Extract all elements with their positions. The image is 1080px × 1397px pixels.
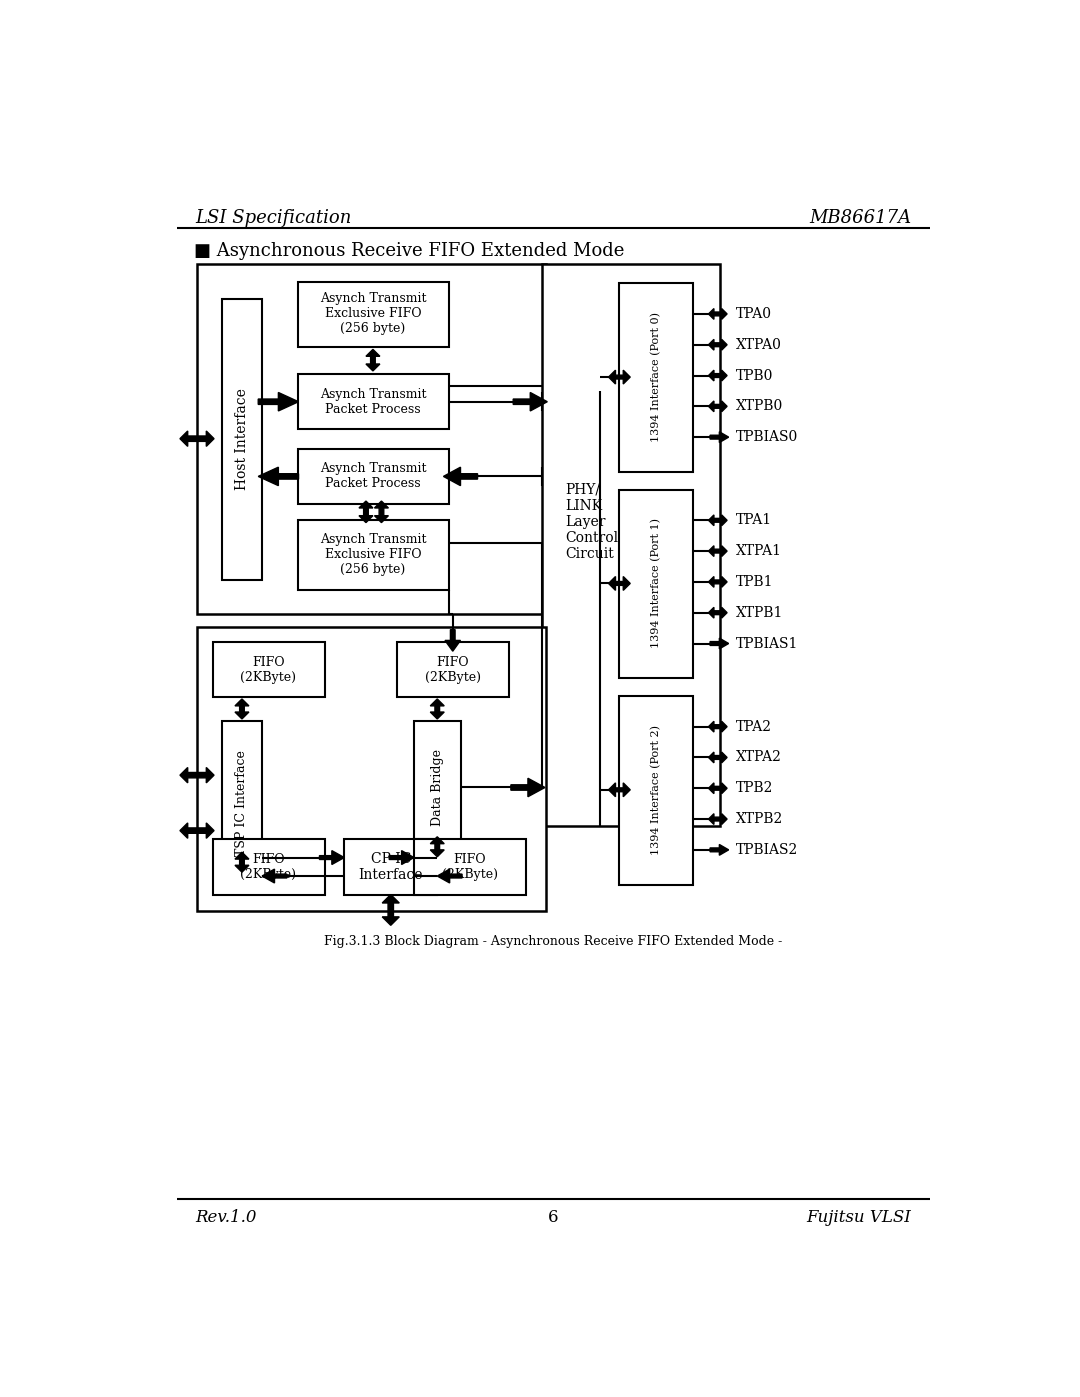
Bar: [298, 374, 449, 429]
Polygon shape: [320, 851, 345, 865]
Polygon shape: [513, 393, 548, 411]
Text: TPBIAS1: TPBIAS1: [735, 637, 798, 651]
Bar: [619, 696, 693, 884]
Text: XTPB0: XTPB0: [735, 400, 783, 414]
Text: Fig.3.1.3 Block Diagram - Asynchronous Receive FIFO Extended Mode -: Fig.3.1.3 Block Diagram - Asynchronous R…: [324, 935, 783, 949]
Polygon shape: [708, 546, 727, 556]
Text: 1394 Interface (Port 2): 1394 Interface (Port 2): [650, 725, 661, 855]
Polygon shape: [430, 837, 444, 856]
Polygon shape: [180, 432, 214, 447]
Bar: [221, 721, 262, 886]
Text: 1394 Interface (Port 1): 1394 Interface (Port 1): [650, 518, 661, 648]
Text: TPB0: TPB0: [735, 369, 773, 383]
Bar: [345, 840, 437, 894]
Text: TPB1: TPB1: [735, 576, 773, 590]
Text: Asynch Transmit
Packet Process: Asynch Transmit Packet Process: [320, 462, 427, 490]
Polygon shape: [235, 852, 248, 872]
Polygon shape: [359, 502, 373, 522]
Polygon shape: [708, 608, 727, 617]
Text: ■ Asynchronous Receive FIFO Extended Mode: ■ Asynchronous Receive FIFO Extended Mod…: [194, 242, 624, 260]
Polygon shape: [708, 370, 727, 381]
Text: CP IC
Interface: CP IC Interface: [359, 852, 423, 882]
Polygon shape: [708, 309, 727, 320]
Polygon shape: [708, 721, 727, 732]
Polygon shape: [608, 370, 631, 384]
Polygon shape: [608, 782, 631, 796]
Bar: [221, 299, 262, 580]
Polygon shape: [180, 767, 214, 782]
Polygon shape: [389, 851, 414, 865]
Text: LSI Specification: LSI Specification: [195, 210, 352, 228]
Polygon shape: [366, 349, 380, 372]
Polygon shape: [430, 698, 444, 719]
Text: XTPA0: XTPA0: [735, 338, 782, 352]
Text: FIFO
(2KByte): FIFO (2KByte): [241, 655, 296, 683]
Polygon shape: [262, 869, 287, 883]
Polygon shape: [258, 467, 298, 486]
Bar: [542, 264, 720, 826]
Text: TPBIAS2: TPBIAS2: [735, 842, 798, 856]
Polygon shape: [382, 894, 400, 925]
Polygon shape: [375, 502, 389, 522]
Text: XTPB1: XTPB1: [735, 606, 783, 620]
Bar: [397, 643, 510, 697]
Text: TSP IC Interface: TSP IC Interface: [235, 750, 248, 856]
Bar: [298, 282, 449, 346]
Bar: [197, 627, 545, 911]
Text: XTPB2: XTPB2: [735, 812, 783, 826]
Text: PHY/
LINK
Layer
Control
Circuit: PHY/ LINK Layer Control Circuit: [565, 482, 618, 562]
Bar: [414, 840, 526, 894]
Polygon shape: [511, 778, 545, 796]
Text: Asynch Transmit
Exclusive FIFO
(256 byte): Asynch Transmit Exclusive FIFO (256 byte…: [320, 534, 427, 577]
Polygon shape: [180, 823, 214, 838]
Polygon shape: [445, 630, 460, 651]
Text: TPBIAS0: TPBIAS0: [735, 430, 798, 444]
Bar: [298, 448, 449, 504]
Text: Asynch Transmit
Packet Process: Asynch Transmit Packet Process: [320, 388, 427, 416]
Text: FIFO
(2KByte): FIFO (2KByte): [241, 852, 296, 880]
Bar: [197, 264, 545, 615]
Bar: [213, 643, 325, 697]
Polygon shape: [708, 813, 727, 824]
Text: Fujitsu VLSI: Fujitsu VLSI: [807, 1208, 912, 1225]
Text: 1394 Interface (Port 0): 1394 Interface (Port 0): [650, 312, 661, 441]
Bar: [619, 284, 693, 472]
Text: TPA0: TPA0: [735, 307, 771, 321]
Bar: [213, 840, 325, 894]
Bar: [298, 520, 449, 590]
Polygon shape: [710, 844, 729, 855]
Bar: [414, 721, 460, 855]
Text: FIFO
(2KByte): FIFO (2KByte): [442, 852, 498, 880]
Text: Host Interface: Host Interface: [235, 388, 249, 489]
Text: Asynch Transmit
Exclusive FIFO
(256 byte): Asynch Transmit Exclusive FIFO (256 byte…: [320, 292, 427, 335]
Text: Data Bridge: Data Bridge: [431, 749, 444, 826]
Text: FIFO
(2KByte): FIFO (2KByte): [424, 655, 481, 683]
Bar: [619, 489, 693, 678]
Polygon shape: [608, 577, 631, 591]
Polygon shape: [444, 467, 477, 486]
Polygon shape: [708, 752, 727, 763]
Polygon shape: [708, 401, 727, 412]
Text: TPA2: TPA2: [735, 719, 771, 733]
Text: TPB2: TPB2: [735, 781, 773, 795]
Text: Rev.1.0: Rev.1.0: [195, 1208, 257, 1225]
Polygon shape: [258, 393, 298, 411]
Polygon shape: [710, 432, 729, 443]
Text: TPA1: TPA1: [735, 513, 772, 527]
Text: XTPA1: XTPA1: [735, 543, 782, 557]
Text: MB86617A: MB86617A: [809, 210, 912, 228]
Polygon shape: [708, 339, 727, 351]
Polygon shape: [710, 638, 729, 648]
Polygon shape: [708, 782, 727, 793]
Polygon shape: [708, 577, 727, 587]
Polygon shape: [235, 698, 248, 719]
Text: XTPA2: XTPA2: [735, 750, 782, 764]
Text: 6: 6: [549, 1208, 558, 1225]
Polygon shape: [708, 515, 727, 525]
Polygon shape: [437, 869, 462, 883]
